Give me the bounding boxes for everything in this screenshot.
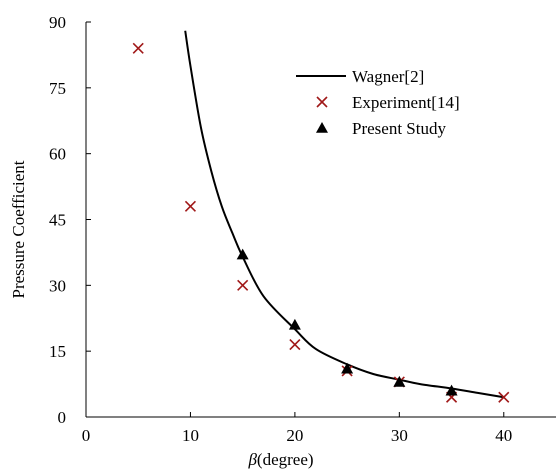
legend-label: Present Study xyxy=(352,119,446,138)
y-axis-title: Pressure Coefficient xyxy=(9,160,28,298)
legend-item: Present Study xyxy=(316,119,446,138)
x-marker-stroke xyxy=(237,279,249,291)
x-tick-label: 20 xyxy=(286,426,303,445)
y-tick-label: 45 xyxy=(49,211,66,230)
data-point-present-study xyxy=(445,384,458,396)
data-point-present-study xyxy=(393,375,406,387)
x-tick-label: 30 xyxy=(391,426,408,445)
x-marker-stroke xyxy=(184,200,197,212)
y-tick-label: 0 xyxy=(58,408,67,427)
legend-x-swatch xyxy=(316,96,328,108)
data-point-experiment xyxy=(289,339,301,351)
legend-label: Wagner[2] xyxy=(352,67,424,86)
x-axis-title: β(degree) xyxy=(247,450,313,469)
legend-triangle-swatch xyxy=(316,122,328,133)
x-axis-title-unit: (degree) xyxy=(257,450,314,469)
x-marker-stroke xyxy=(132,42,144,54)
y-tick-label: 90 xyxy=(49,13,66,32)
y-tick-label: 75 xyxy=(49,79,66,98)
y-tick-label: 30 xyxy=(49,276,66,295)
x-marker-stroke xyxy=(498,391,510,403)
data-point-experiment xyxy=(237,279,249,291)
x-tick-label: 0 xyxy=(82,426,91,445)
series-line-wagner xyxy=(184,30,504,399)
data-point-experiment xyxy=(184,200,197,212)
legend-item: Experiment[14] xyxy=(316,93,460,112)
data-point-present-study xyxy=(288,318,301,330)
x-tick-label: 10 xyxy=(182,426,199,445)
x-marker-stroke xyxy=(289,339,301,351)
legend-item: Wagner[2] xyxy=(296,67,424,86)
y-tick-label: 15 xyxy=(49,342,66,361)
y-tick-label: 60 xyxy=(49,145,66,164)
legend-label: Experiment[14] xyxy=(352,93,460,112)
data-point-present-study xyxy=(236,248,249,260)
x-tick-label: 40 xyxy=(495,426,512,445)
x-axis-title-symbol: β xyxy=(247,450,257,469)
data-point-present-study xyxy=(341,362,354,374)
data-point-experiment xyxy=(132,42,144,54)
data-point-experiment xyxy=(498,391,510,403)
